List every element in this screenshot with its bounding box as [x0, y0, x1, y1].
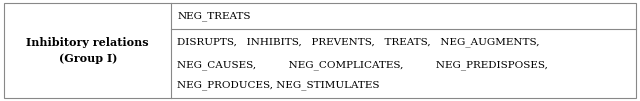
Text: Inhibitory relations
(Group I): Inhibitory relations (Group I) [26, 37, 149, 64]
Text: NEG_PRODUCES, NEG_STIMULATES: NEG_PRODUCES, NEG_STIMULATES [177, 81, 380, 90]
Text: DISRUPTS,   INHIBITS,   PREVENTS,   TREATS,   NEG_AUGMENTS,: DISRUPTS, INHIBITS, PREVENTS, TREATS, NE… [177, 38, 540, 47]
Text: NEG_CAUSES,          NEG_COMPLICATES,          NEG_PREDISPOSES,: NEG_CAUSES, NEG_COMPLICATES, NEG_PREDISP… [177, 60, 548, 70]
Text: NEG_TREATS: NEG_TREATS [177, 11, 251, 21]
